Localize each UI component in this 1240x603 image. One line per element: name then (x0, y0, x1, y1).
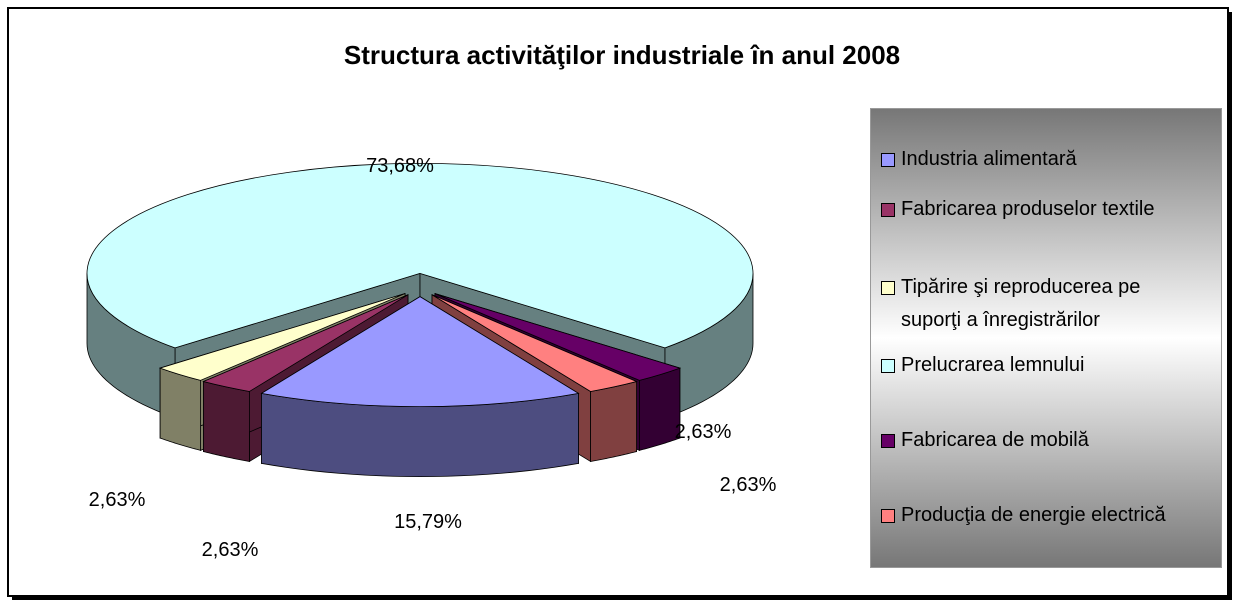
legend-label: Industria alimentară (901, 148, 1077, 170)
slice-top (86, 162, 754, 349)
legend-swatch (881, 509, 895, 523)
legend-item: Fabricarea produselor textile (881, 193, 1201, 226)
pie (86, 162, 754, 478)
legend-label: Prelucrarea lemnului (901, 354, 1085, 376)
slice-top (202, 294, 409, 392)
slice-top (158, 293, 406, 381)
legend: Industria alimentară Fabricarea produselo… (870, 108, 1222, 568)
data-label: 2,63% (89, 489, 146, 511)
data-label: 15,79% (394, 511, 462, 533)
legend-item: Producţia de energie electrică (881, 499, 1201, 532)
slice (260, 295, 580, 478)
data-label: 2,63% (720, 474, 777, 496)
legend-item: Industria alimentară (881, 143, 1201, 176)
slice-top (434, 293, 682, 381)
slice-top (260, 296, 580, 408)
legend-swatch (881, 153, 895, 167)
legend-label: Producţia de energie electrică (901, 504, 1166, 526)
legend-label: Fabricarea de mobilă (901, 429, 1089, 451)
slice-wall (590, 381, 637, 462)
legend-swatch (881, 359, 895, 373)
data-label: 73,68% (366, 155, 434, 177)
legend-swatch (881, 434, 895, 448)
legend-item: Tipărire şi reproducerea pe suporţi a în… (881, 271, 1201, 337)
chart-title: Structura activităţilor industriale în a… (344, 40, 900, 70)
legend-label: Tipărire şi reproducerea pe suporţi a în… (901, 276, 1141, 331)
slice-wall (203, 381, 250, 462)
legend-swatch (881, 281, 895, 295)
data-label: 2,63% (675, 421, 732, 443)
legend-swatch (881, 203, 895, 217)
slice-top (431, 294, 638, 392)
data-label: 2,63% (202, 539, 259, 561)
legend-item: Prelucrarea lemnului (881, 349, 1201, 382)
legend-label: Fabricarea produselor textile (901, 198, 1155, 220)
slice-wall (159, 367, 201, 451)
legend-item: Fabricarea de mobilă (881, 424, 1201, 457)
